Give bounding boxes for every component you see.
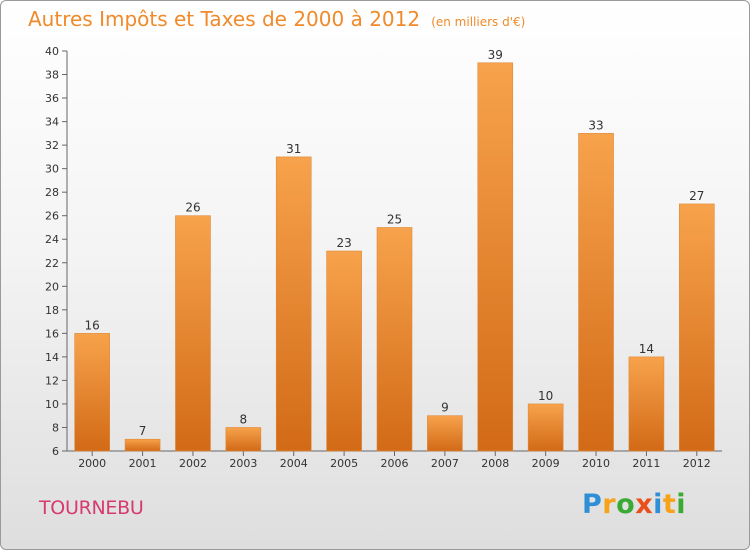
bar-value-label-2012: 27 xyxy=(689,189,704,203)
y-tick-label: 20 xyxy=(45,280,59,293)
x-tick-label-2006: 2006 xyxy=(381,457,409,470)
bar-value-label-2011: 14 xyxy=(639,342,654,356)
bar-2008 xyxy=(477,62,514,452)
bar-value-label-2001: 7 xyxy=(139,424,147,438)
bar-value-label-2009: 10 xyxy=(538,389,553,403)
bar-2003 xyxy=(225,427,262,452)
bar-value-label-2010: 33 xyxy=(588,118,603,132)
x-tick-label-2010: 2010 xyxy=(582,457,610,470)
x-tick-label-2009: 2009 xyxy=(532,457,560,470)
y-tick-label: 14 xyxy=(45,351,59,364)
y-tick-label: 12 xyxy=(45,374,59,387)
x-tick-label-2003: 2003 xyxy=(229,457,257,470)
y-tick-label: 16 xyxy=(45,327,59,340)
x-tick-label-2008: 2008 xyxy=(481,457,509,470)
y-tick-label: 22 xyxy=(45,257,59,270)
y-tick-label: 10 xyxy=(45,398,59,411)
y-tick-label: 32 xyxy=(45,139,59,152)
bar-value-label-2005: 23 xyxy=(336,236,351,250)
bar-2005 xyxy=(326,250,362,452)
bar-2012 xyxy=(679,203,715,452)
x-tick-label-2011: 2011 xyxy=(632,457,660,470)
bar-value-label-2003: 8 xyxy=(240,412,248,426)
y-tick-label: 6 xyxy=(52,445,59,458)
chart-title-block: Autres Impôts et Taxes de 2000 à 2012 (e… xyxy=(28,7,525,31)
proxiti-logo: Proxiti xyxy=(582,489,687,520)
y-tick-label: 36 xyxy=(45,92,59,105)
x-tick-label-2001: 2001 xyxy=(129,457,157,470)
x-tick-label-2005: 2005 xyxy=(330,457,358,470)
y-tick-label: 40 xyxy=(45,45,59,58)
chart-title: Autres Impôts et Taxes de 2000 à 2012 xyxy=(28,7,421,31)
bar-2009 xyxy=(527,403,564,452)
y-tick-label: 38 xyxy=(45,69,59,82)
bar-2011 xyxy=(628,356,665,452)
bar-value-label-2000: 16 xyxy=(85,318,100,332)
bar-2000 xyxy=(74,333,110,452)
y-tick-label: 30 xyxy=(45,163,59,176)
bar-value-label-2007: 9 xyxy=(441,401,449,415)
x-tick-label-2000: 2000 xyxy=(78,457,106,470)
x-tick-label-2012: 2012 xyxy=(683,457,711,470)
commune-name: TOURNEBU xyxy=(39,497,144,519)
bar-2004 xyxy=(275,156,312,452)
y-tick-label: 26 xyxy=(45,210,59,223)
chart-unit-note: (en milliers d'€) xyxy=(431,15,526,29)
bar-2001 xyxy=(124,438,161,452)
x-tick-label-2007: 2007 xyxy=(431,457,459,470)
bar-2010 xyxy=(578,133,614,452)
y-tick-label: 28 xyxy=(45,186,59,199)
y-tick-label: 24 xyxy=(45,233,59,246)
bar-2007 xyxy=(427,415,463,452)
y-tick-label: 18 xyxy=(45,304,59,317)
x-tick-label-2002: 2002 xyxy=(179,457,207,470)
bar-2006 xyxy=(376,227,413,452)
x-tick-label-2004: 2004 xyxy=(280,457,308,470)
y-tick-label: 8 xyxy=(52,421,59,434)
bar-value-label-2008: 39 xyxy=(488,48,503,62)
y-tick-label: 34 xyxy=(45,116,59,129)
bar-value-label-2002: 26 xyxy=(185,201,200,215)
bar-value-label-2006: 25 xyxy=(387,212,402,226)
bar-value-label-2004: 31 xyxy=(286,142,301,156)
bar-2002 xyxy=(175,215,211,452)
